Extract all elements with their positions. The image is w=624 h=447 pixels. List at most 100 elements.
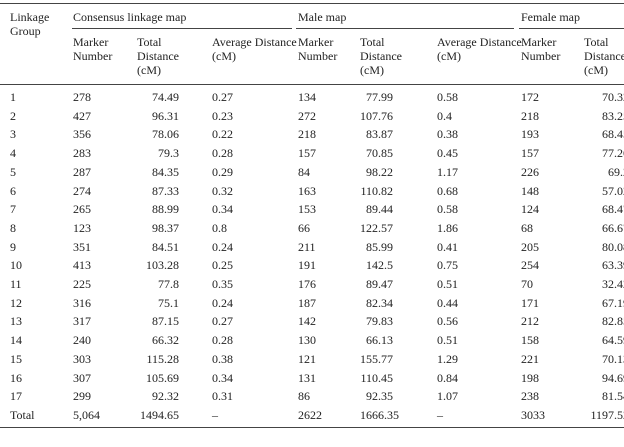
cell: 66 <box>298 220 310 235</box>
cell: 12 <box>10 295 22 310</box>
cell: 5 <box>10 164 16 179</box>
cell: 8 <box>10 220 16 235</box>
cell: 142 <box>298 314 316 329</box>
cell: – <box>212 407 218 422</box>
cell: 124 <box>521 202 539 217</box>
cell: 88.99 <box>152 202 179 217</box>
cell: 131 <box>298 370 316 385</box>
cell: 3033 <box>521 407 545 422</box>
cell: 212 <box>521 314 539 329</box>
cell: 64.59 <box>602 333 624 348</box>
cell: 79.3 <box>158 146 179 161</box>
cell: 0.45 <box>437 146 458 161</box>
cell: 316 <box>73 295 91 310</box>
cell: 0.41 <box>437 239 458 254</box>
cell: 122.57 <box>360 220 393 235</box>
cell: 0.8 <box>212 220 227 235</box>
column-header: Average Distance (cM) <box>212 35 297 63</box>
cell: 89.47 <box>366 277 393 291</box>
cell: Total <box>10 407 35 422</box>
cell: 78.06 <box>152 127 179 142</box>
cell: 70.32 <box>602 90 624 104</box>
cell: 14 <box>10 333 22 348</box>
cell: 0.32 <box>212 183 233 198</box>
cell: 0.84 <box>437 370 458 385</box>
cell: 77.8 <box>158 277 179 291</box>
cell: 74.49 <box>152 90 179 104</box>
cell: 1.86 <box>437 220 458 235</box>
cell: 307 <box>73 370 91 385</box>
cell: 0.58 <box>437 202 458 217</box>
cell: 82.85 <box>602 314 624 329</box>
group-header: Male map <box>298 10 347 24</box>
cell: 153 <box>298 202 316 217</box>
cell: 84 <box>298 164 310 179</box>
column-header: Total Distance (cM) <box>584 35 624 77</box>
cell: 0.38 <box>212 351 233 366</box>
cell: 226 <box>521 164 539 179</box>
cell: 317 <box>73 314 91 329</box>
cell: 63.39 <box>602 258 624 273</box>
column-header: Marker Number <box>73 35 113 63</box>
cell: 299 <box>73 389 91 404</box>
cell: 254 <box>521 258 539 273</box>
cell: 0.58 <box>437 90 458 104</box>
cell: 0.22 <box>212 127 233 142</box>
cell: 7 <box>10 202 16 217</box>
column-header: Linkage Group <box>10 10 50 38</box>
cell: 98.22 <box>366 164 393 179</box>
cell: 83.87 <box>366 127 393 142</box>
cell: 274 <box>73 183 91 198</box>
cell: 15 <box>10 351 22 366</box>
cell: 0.35 <box>212 277 233 291</box>
cell: 278 <box>73 90 91 104</box>
cell: 92.32 <box>152 389 179 404</box>
cell: 105.69 <box>146 370 179 385</box>
cell: 82.34 <box>366 295 393 310</box>
cell: 3 <box>10 127 16 142</box>
cell: 0.24 <box>212 239 233 254</box>
column-header: Average Distance (cM) <box>437 35 522 63</box>
cell: 67.19 <box>602 295 624 310</box>
cell: 0.34 <box>212 370 233 385</box>
cell: 80.08 <box>602 239 624 254</box>
cell: 427 <box>73 108 91 123</box>
cell: 265 <box>73 202 91 217</box>
cell: 123 <box>73 220 91 235</box>
cell: 225 <box>73 277 91 291</box>
header-rule <box>0 84 624 85</box>
cell: 0.4 <box>437 108 452 123</box>
cell: 0.34 <box>212 202 233 217</box>
cell: 0.31 <box>212 389 233 404</box>
cell: 83.25 <box>602 108 624 123</box>
cell: 79.83 <box>366 314 393 329</box>
cell: 351 <box>73 239 91 254</box>
cell: 211 <box>298 239 316 254</box>
cell: 303 <box>73 351 91 366</box>
cell: 16 <box>10 370 22 385</box>
cell: 4 <box>10 146 16 161</box>
cell: 9 <box>10 239 16 254</box>
cell: 70 <box>521 277 533 291</box>
cell: 0.51 <box>437 333 458 348</box>
cell: 32.42 <box>602 277 624 291</box>
cell: 218 <box>521 108 539 123</box>
cell: 218 <box>298 127 316 142</box>
cell: 121 <box>298 351 316 366</box>
cell: 157 <box>298 146 316 161</box>
cell: 68.47 <box>602 202 624 217</box>
cell: 5,064 <box>73 407 100 422</box>
cell: 0.38 <box>437 127 458 142</box>
cell: 171 <box>521 295 539 310</box>
cell: 272 <box>298 108 316 123</box>
cell: 87.15 <box>152 314 179 329</box>
cell: 70.85 <box>366 146 393 161</box>
group-rule <box>519 28 624 29</box>
cell: 0.56 <box>437 314 458 329</box>
cell: 148 <box>521 183 539 198</box>
cell: 66.13 <box>366 333 393 348</box>
cell: 240 <box>73 333 91 348</box>
cell: 77.99 <box>366 90 393 104</box>
cell: 0.44 <box>437 295 458 310</box>
cell: 85.99 <box>366 239 393 254</box>
